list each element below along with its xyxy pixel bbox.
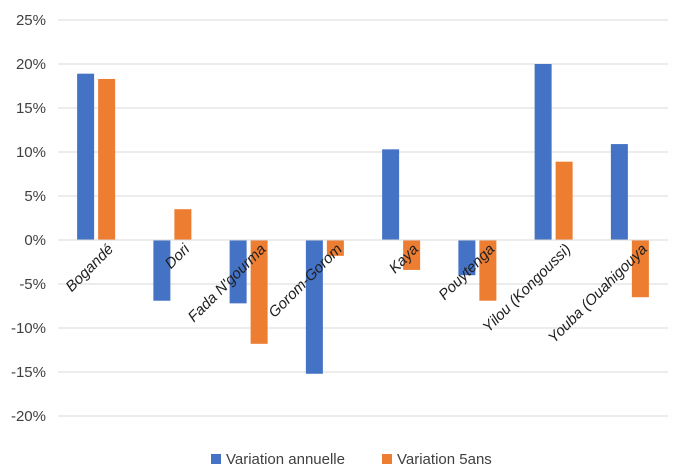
bar-5yr xyxy=(631,240,649,298)
y-tick-label: 25% xyxy=(16,12,46,29)
legend: Variation annuelle Variation 5ans xyxy=(211,451,492,468)
bar-5yr xyxy=(479,240,497,301)
gridlines xyxy=(58,19,668,417)
bar-annual xyxy=(458,240,476,276)
y-tick-label: 5% xyxy=(24,188,46,205)
bar-annual xyxy=(610,144,628,240)
category-label: Gorom-Gorom xyxy=(265,241,345,321)
bar-5yr xyxy=(403,240,421,270)
y-tick-label: 15% xyxy=(16,100,46,117)
bar-5yr xyxy=(174,209,192,240)
bar-annual xyxy=(153,240,171,301)
category-label: Bogandé xyxy=(62,241,116,295)
bar-annual xyxy=(382,149,400,240)
bar-5yr xyxy=(326,240,344,256)
y-tick-label: 0% xyxy=(24,232,46,249)
legend-swatch xyxy=(382,454,392,464)
y-tick-label: -20% xyxy=(11,408,46,425)
legend-swatch xyxy=(211,454,221,464)
y-tick-label: 10% xyxy=(16,144,46,161)
bar-5yr xyxy=(98,78,116,241)
bar-5yr xyxy=(250,240,268,344)
legend-label: Variation annuelle xyxy=(226,451,345,468)
y-tick-label: 20% xyxy=(16,56,46,73)
bar-annual xyxy=(229,240,247,304)
y-tick-label: -15% xyxy=(11,364,46,381)
y-tick-label: -10% xyxy=(11,320,46,337)
bar-annual xyxy=(534,64,552,240)
bars xyxy=(77,64,649,374)
y-tick-label: -5% xyxy=(19,276,46,293)
bar-annual xyxy=(305,240,323,374)
bar-annual xyxy=(77,73,95,241)
y-axis-tick-labels: -20% -15% -10% -5% 0% 5% 10% 15% 20% 25% xyxy=(11,12,46,425)
bar-5yr xyxy=(555,161,573,240)
legend-label: Variation 5ans xyxy=(397,451,492,468)
